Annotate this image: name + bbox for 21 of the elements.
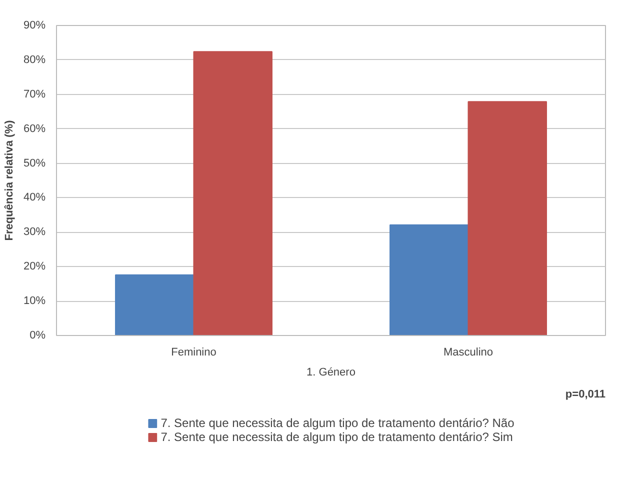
bar [115,274,194,336]
x-tick-label: Masculino [443,346,494,358]
y-tick-label: 10% [23,295,46,308]
y-tick-label: 80% [23,54,46,66]
y-tick-label: 30% [23,226,46,238]
text: p=0,011 [565,388,606,400]
y-tick-label: 70% [23,88,46,100]
y-tick-label: 20% [23,260,46,273]
y-axis-title: Frequência relativa (%) [3,120,16,241]
y-tick-label: 90% [23,20,46,32]
y-tick-label: 60% [23,122,46,135]
bar [193,51,272,336]
y-tick-label: 50% [23,157,46,170]
y-tick-label: 40% [23,192,46,204]
x-axis-title: 1. Género [306,366,356,378]
legend-label: 7. Sente que necessita de algum tipo de tratamento dentário? Não [160,416,514,430]
x-tick-label: Feminino [171,346,216,358]
legend-label: 7. Sente que necessita de algum tipo de tratamento dentário? Sim [160,430,513,444]
bar [390,224,469,336]
bar [468,101,547,336]
y-tick-label: 0% [30,330,46,342]
